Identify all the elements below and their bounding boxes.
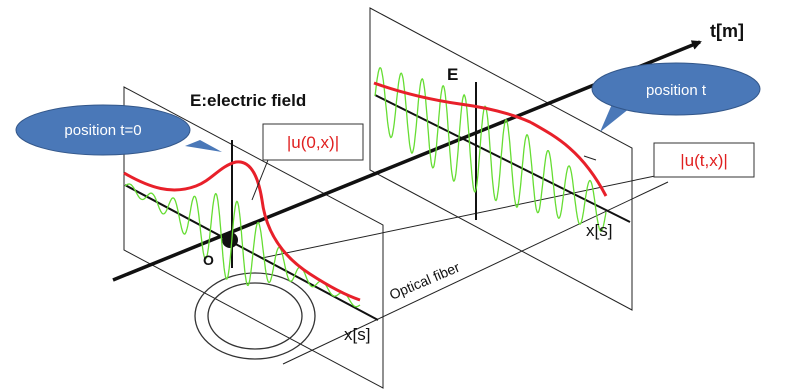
fiber-label: Optical fiber [387,259,462,303]
label-pointers [251,155,597,201]
envelope-left-label: |u(0,x)| [287,133,339,152]
origin-dot [222,232,238,248]
carrier-wave-right [374,67,607,233]
bubble-left-text: position t=0 [64,122,141,139]
x-axis-right-label: x[s] [586,221,612,240]
plane-t0 [123,86,384,389]
envelope-right-label: |u(t,x)| [680,151,728,170]
envelope-left-box [262,123,364,161]
envelope-right-box [653,142,755,178]
fiber-cross-section [194,272,316,360]
fiber-cylinder [261,175,669,365]
bubble-right: position t [591,62,761,132]
t-axis-label: t[m] [710,21,744,41]
bubble-left: position t=0 [15,104,222,156]
x-axis-left-label: x[s] [344,325,370,344]
envelope-right [373,81,608,197]
e-field-axis-label: E:electric field [190,91,306,110]
bubble-right-text: position t [646,82,707,99]
origin-label: O [203,252,214,268]
e-axis-right-label: E [447,65,458,84]
envelope-left [123,160,361,302]
